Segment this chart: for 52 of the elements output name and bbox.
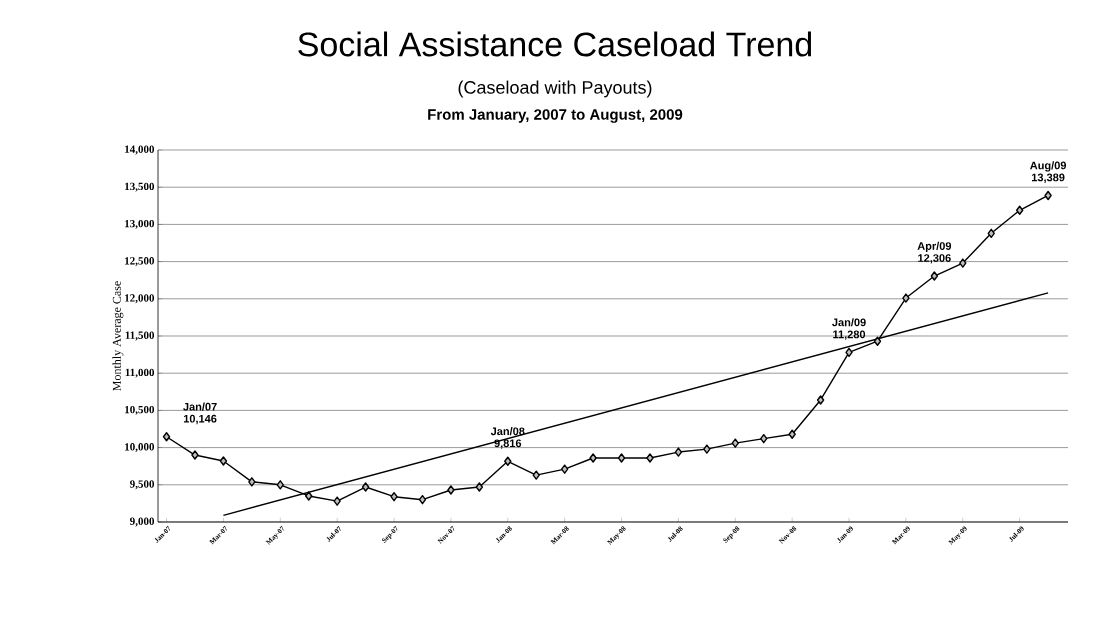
- y-tick-label: 12,500: [125, 257, 155, 267]
- point: [788, 429, 796, 439]
- point: [902, 293, 910, 303]
- annotation: Aug/09 13,389: [1030, 161, 1067, 183]
- chart-title: Social Assistance Caseload Trend: [298, 31, 812, 57]
- point: [873, 336, 882, 346]
- point: [532, 470, 540, 480]
- point: [589, 453, 597, 463]
- y-tick-label: 10,000: [125, 443, 155, 453]
- point: [816, 395, 825, 405]
- chart-subtitle: (Caseload with Payouts): [458, 80, 652, 98]
- point: [475, 482, 484, 492]
- annotation: Jan/08 9,816: [490, 427, 525, 449]
- point: [305, 491, 313, 501]
- point: [674, 447, 683, 457]
- point: [276, 480, 284, 490]
- text: From January, 2007 to August, 2009: [428, 109, 683, 123]
- point: [219, 456, 228, 466]
- point: [731, 438, 739, 448]
- point: [1015, 205, 1024, 215]
- y-axis-title: Monthly Average Case: [112, 281, 124, 391]
- point: [845, 347, 853, 358]
- point: [617, 453, 626, 463]
- y-tick-label: 12,000: [125, 294, 155, 304]
- annotation: Apr/09 12,306: [917, 241, 952, 264]
- point: [646, 453, 654, 463]
- point: [560, 464, 569, 474]
- point: [333, 496, 341, 506]
- annotation: Jan/09 11,280: [832, 318, 866, 340]
- point: [390, 492, 398, 502]
- point: [248, 477, 256, 487]
- point: [504, 456, 512, 466]
- y-tick-label: 11,000: [125, 368, 155, 378]
- point: [959, 258, 967, 268]
- point: [162, 432, 171, 442]
- y-tick-label: 13,000: [125, 219, 155, 229]
- y-tick-label: 13,500: [125, 182, 155, 192]
- point: [930, 271, 939, 281]
- point: [191, 450, 199, 460]
- annotation: Jan/07 10,146: [183, 402, 217, 425]
- y-tick-label: 14,000: [125, 145, 155, 155]
- point: [361, 482, 370, 492]
- y-tick-label: 11,500: [125, 331, 155, 341]
- point: [447, 485, 455, 495]
- point: [760, 433, 768, 444]
- y-tick-label: 9,500: [130, 480, 155, 490]
- y-tick-label: 9,000: [130, 517, 155, 527]
- point: [703, 444, 711, 454]
- point: [987, 228, 995, 239]
- point: [418, 494, 427, 505]
- y-tick-label: 10,500: [125, 405, 155, 415]
- point: [1044, 190, 1052, 201]
